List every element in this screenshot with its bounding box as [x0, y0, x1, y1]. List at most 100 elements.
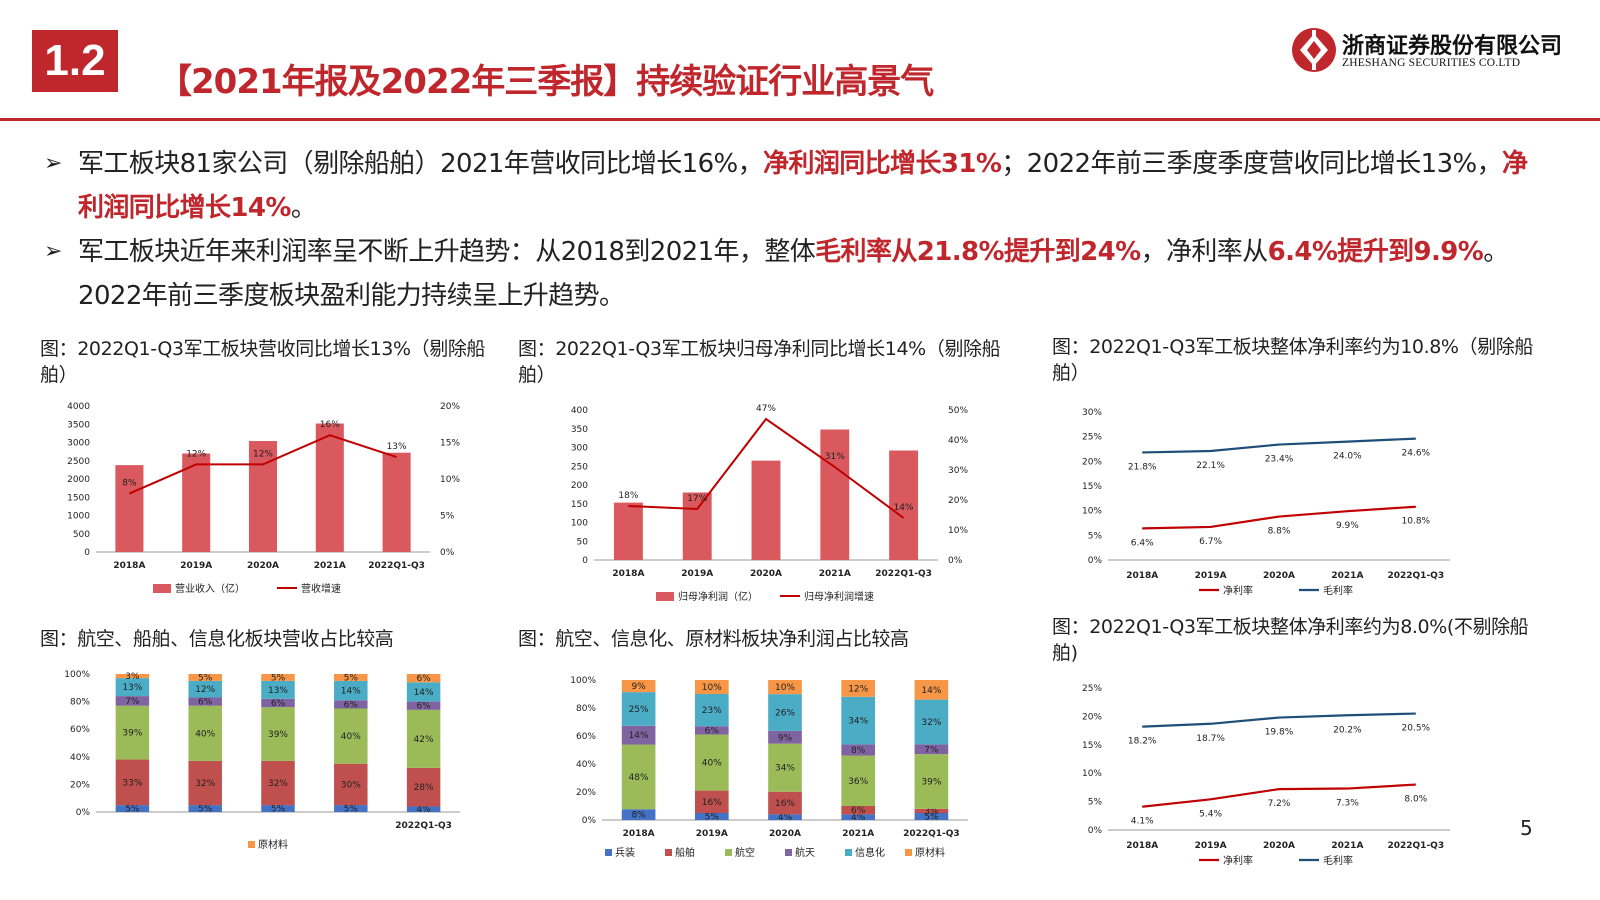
- data-label: 47%: [756, 404, 776, 414]
- data-label: 5%: [924, 813, 939, 823]
- data-label: 26%: [775, 709, 795, 719]
- stacked-bar-segment: [261, 760, 295, 806]
- y-tick-label-left: 400: [571, 406, 588, 416]
- legend-label: 原材料: [915, 846, 945, 859]
- legend-label: 归母净利润增速: [804, 590, 874, 603]
- revenue-growth-chart-svg: 0 500 1000 1500 2000 2500 3000 3500 4000 0% 5% 10% 1…: [67, 402, 460, 595]
- data-label: 6.4%: [1131, 538, 1154, 548]
- data-label: 40%: [195, 729, 215, 739]
- data-label: 6%: [416, 674, 431, 684]
- data-label: 13%: [268, 686, 288, 696]
- x-tick-label: 2022Q1-Q3: [368, 561, 425, 571]
- stacked-bar-segment: [914, 754, 949, 809]
- stacked-bar-segment: [261, 680, 295, 699]
- stacked-bar-segment: [841, 696, 876, 745]
- y-tick-label: 100%: [64, 670, 90, 680]
- y-tick-label-left: 300: [571, 444, 588, 454]
- net-margin-ex-ship-chart-svg: 0% 5% 10% 15% 20% 25% 30% 2018A 2019A 2020A 2021A 2…: [1082, 408, 1450, 597]
- x-tick-label: 2021A: [1331, 841, 1363, 851]
- arrow-bullet-icon: ➢: [44, 239, 62, 264]
- stacked-bar-segment: [841, 755, 876, 806]
- x-tick-label: 2020A: [769, 829, 801, 839]
- chart-caption-net-margin-all: 图：2022Q1-Q3军工板块整体净利率约为8.0%(不剔除船舶): [1052, 616, 1529, 664]
- x-tick-label: 2022Q1-Q3: [1387, 571, 1444, 581]
- bar: [115, 465, 144, 552]
- y-tick-label: 10%: [1082, 769, 1102, 779]
- logo-company-name: 浙商证券股份有限公司: [1342, 33, 1563, 59]
- stacked-bar-segment: [768, 743, 802, 792]
- stacked-bar-segment: [694, 813, 729, 820]
- bar: [820, 429, 850, 560]
- data-label: 14%: [414, 688, 434, 698]
- y-tick-label-left: 100: [571, 519, 588, 529]
- legend-label: 营收增速: [301, 582, 341, 595]
- y-tick-label: 5%: [1088, 531, 1103, 541]
- y-tick-label-left: 500: [73, 530, 90, 540]
- data-label: 28%: [414, 783, 434, 793]
- data-label: 3%: [125, 672, 140, 682]
- stacked-bar-segment: [621, 744, 656, 810]
- data-label: 17%: [687, 494, 707, 504]
- y-tick-label-left: 1000: [67, 512, 90, 522]
- stacked-bar-segment: [914, 813, 949, 820]
- bar: [889, 450, 919, 560]
- legend-label: 船舶: [675, 846, 695, 859]
- data-label: 5%: [271, 673, 286, 683]
- y-tick-label-right: 30%: [948, 466, 968, 476]
- y-tick-label: 20%: [1082, 457, 1102, 467]
- y-tick-label: 60%: [70, 725, 90, 735]
- y-tick-label-right: 20%: [948, 496, 968, 506]
- net-margin-ex-ship-chart: 0% 5% 10% 15% 20% 25% 30% 2018A 2019A 2020A 2021A 2…: [1060, 402, 1480, 602]
- legend-label: 营业收入（亿）: [175, 582, 245, 595]
- profit-share-chart: 0% 20% 40% 60% 80% 100% 8% 48% 14% 25% 9% 2018A 5% 16…: [560, 668, 980, 864]
- bullet-highlight: 净利润同比增长14%: [78, 149, 1528, 223]
- stacked-bar-segment: [406, 701, 441, 710]
- data-label: 13%: [122, 683, 142, 693]
- bar: [613, 502, 643, 560]
- y-tick-label-left: 2000: [67, 475, 90, 485]
- stacked-bar-segment: [188, 674, 222, 681]
- stacked-bar-segment: [261, 805, 295, 812]
- legend-label: 归母净利润（亿）: [678, 590, 758, 603]
- y-tick-label-right: 15%: [440, 439, 460, 449]
- data-label: 6%: [271, 699, 286, 709]
- y-tick-label: 5%: [1088, 798, 1103, 808]
- arrow-bullet-icon: ➢: [44, 151, 62, 176]
- data-label: 4%: [851, 813, 866, 823]
- y-tick-label-right: 50%: [948, 406, 968, 416]
- data-label: 5%: [198, 805, 213, 815]
- y-tick-label-right: 5%: [440, 512, 455, 522]
- chart-caption-profit-share: 图：航空、信息化、原材料板块净利润占比较高: [518, 628, 909, 650]
- bullet-highlight: 净利润同比增长31%: [763, 149, 1002, 179]
- data-label: 10%: [702, 683, 722, 693]
- stacked-bar-segment: [188, 697, 222, 706]
- x-tick-label: 2018A: [113, 561, 145, 571]
- data-label: 18.7%: [1196, 734, 1225, 744]
- x-tick-label: 2019A: [1195, 841, 1227, 851]
- stacked-bar-segment: [406, 767, 441, 807]
- x-tick-label: 2020A: [1263, 571, 1295, 581]
- y-tick-label: 0%: [1088, 826, 1103, 836]
- legend-label: 兵装: [615, 846, 635, 859]
- stacked-bar-segment: [261, 674, 295, 681]
- stacked-bar-segment: [115, 705, 150, 760]
- data-label: 7%: [125, 697, 140, 707]
- x-tick-label: 2021A: [314, 561, 346, 571]
- zheshang-logo-icon: [1292, 28, 1336, 72]
- stacked-bar-segment: [914, 680, 949, 700]
- stacked-bar-segment: [406, 709, 441, 768]
- data-label: 4.1%: [1131, 817, 1154, 827]
- x-tick-label: 2021A: [819, 569, 851, 579]
- series-line: [1142, 783, 1416, 808]
- bullet-list: ➢ 军工板块81家公司（剔除船舶）2021年营收同比增长16%，净利润同比增长3…: [44, 142, 1544, 318]
- data-label: 4%: [778, 813, 793, 823]
- bullet-text: ；2022年前三季度季度营收同比增长13%，: [1001, 149, 1503, 179]
- data-label: 39%: [921, 778, 941, 788]
- data-label: 40%: [702, 759, 722, 769]
- data-label: 5%: [705, 813, 720, 823]
- y-tick-label: 40%: [576, 760, 596, 770]
- data-label: 7.2%: [1268, 799, 1291, 809]
- data-label: 9.9%: [1336, 521, 1359, 531]
- stacked-bar-segment: [914, 744, 949, 755]
- y-tick-label: 0%: [1088, 556, 1103, 566]
